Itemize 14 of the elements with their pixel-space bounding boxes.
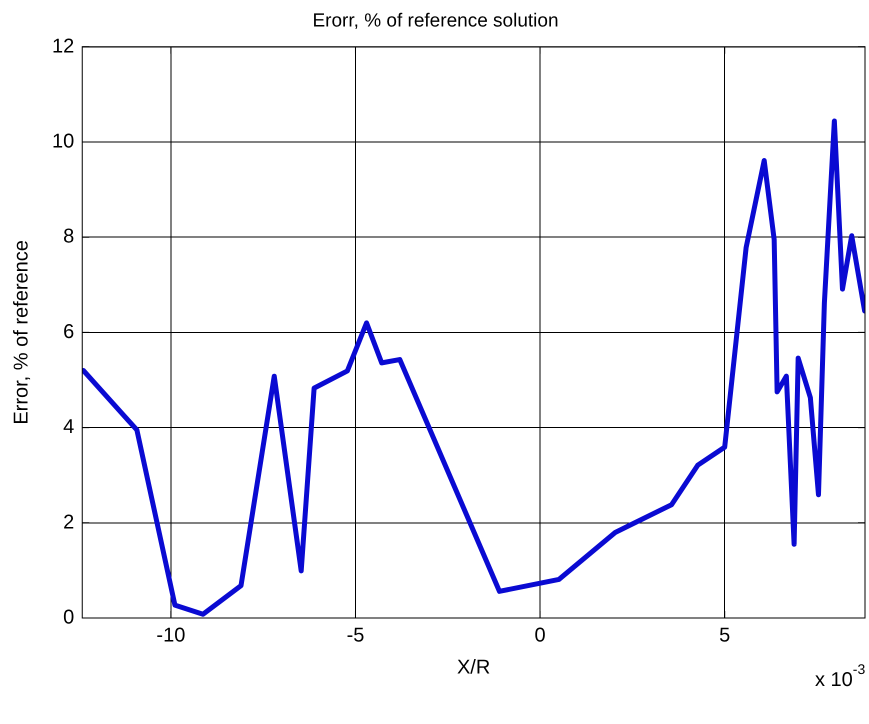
x-tick-label: -5 <box>346 624 364 647</box>
x-axis-title: X/R <box>456 656 490 679</box>
x-tick-label: 5 <box>719 624 730 647</box>
y-tick-label: 4 <box>63 416 74 438</box>
x-tick-label: -10 <box>156 624 186 647</box>
y-tick-label: 6 <box>63 320 74 343</box>
y-tick-label: 0 <box>63 606 74 629</box>
chart-title: Erorr, % of reference solution <box>312 10 559 32</box>
y-tick-label: 8 <box>63 226 74 248</box>
y-tick-label: 2 <box>63 511 74 534</box>
y-axis-title: Error, % of reference <box>10 240 33 425</box>
y-tick-label: 12 <box>52 35 74 58</box>
x-tick-label: 0 <box>534 624 546 647</box>
y-tick-label: 10 <box>52 130 74 153</box>
